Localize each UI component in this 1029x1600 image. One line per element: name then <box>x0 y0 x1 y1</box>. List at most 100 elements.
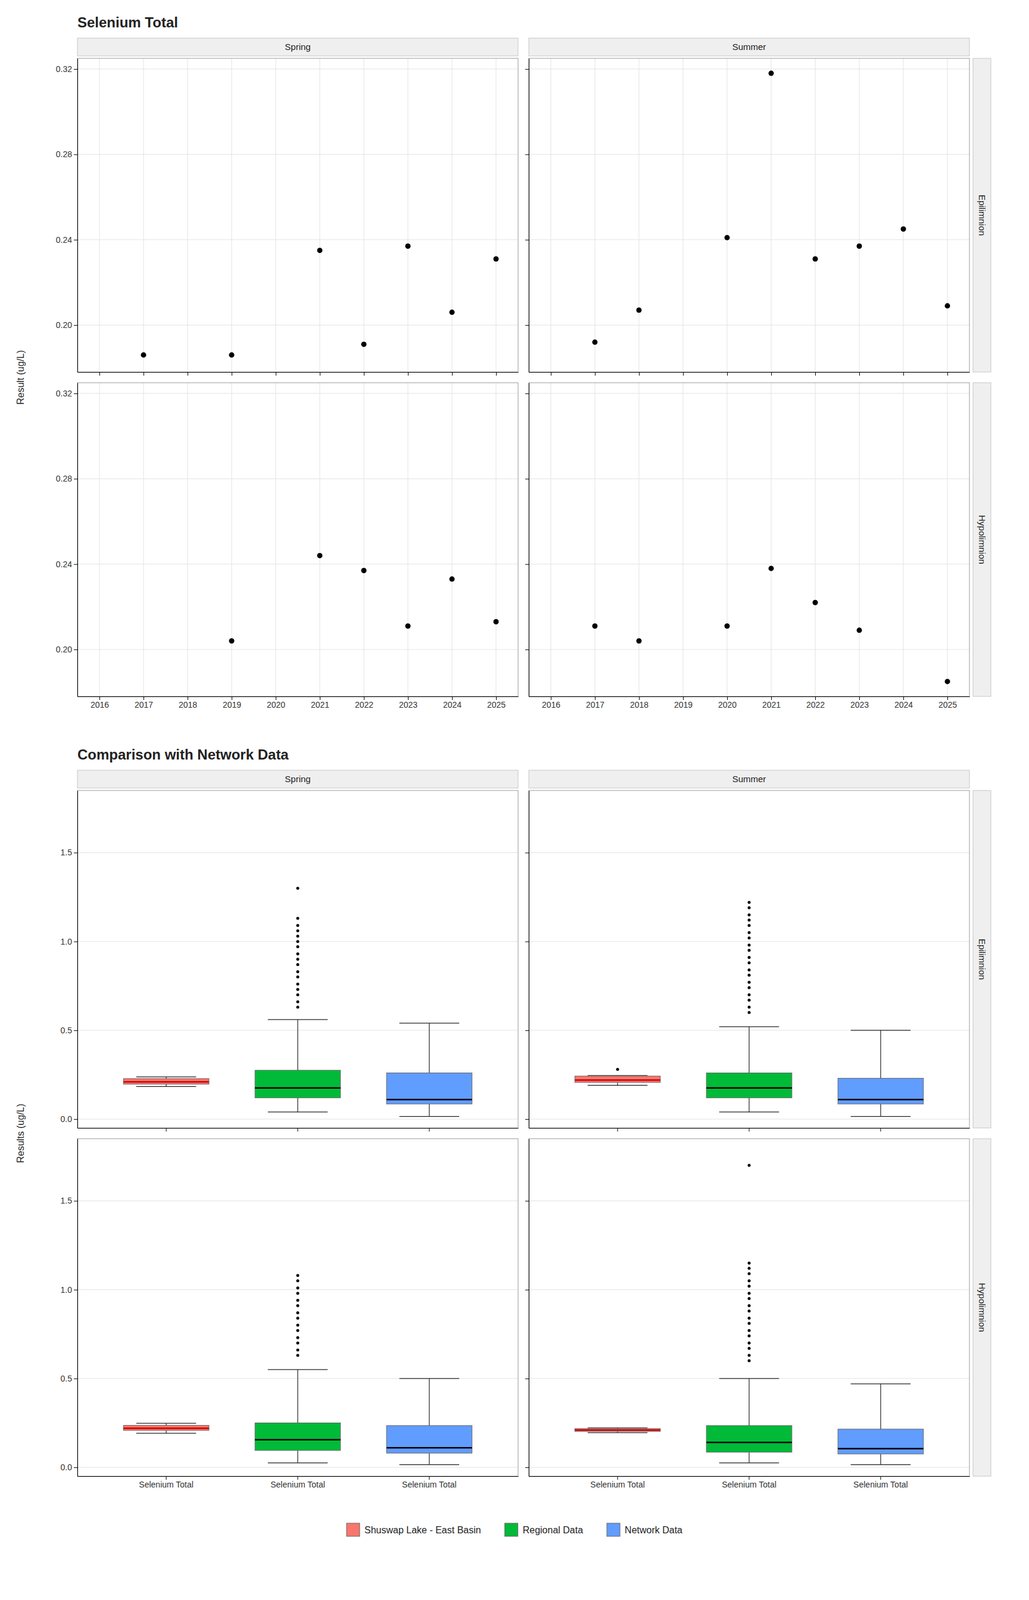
whisker-cap <box>399 1116 460 1118</box>
flier <box>747 936 751 940</box>
flier <box>747 1354 751 1358</box>
flier <box>747 986 751 990</box>
median <box>386 1447 473 1450</box>
tick <box>525 478 529 480</box>
flier <box>296 976 300 979</box>
flier <box>296 952 300 956</box>
tick-mark <box>749 1128 750 1133</box>
tick-mark <box>525 1290 529 1292</box>
tick-label: 0.24 <box>55 559 73 570</box>
grid-line <box>594 58 596 373</box>
whisker-cap <box>719 1026 780 1028</box>
tick <box>525 1119 529 1121</box>
tick: 1.5 <box>60 1196 78 1206</box>
tick: 2016 <box>541 696 561 710</box>
grid-line <box>143 58 145 373</box>
median <box>706 1087 792 1090</box>
grid-line <box>528 1378 970 1380</box>
strip <box>973 58 991 373</box>
flier <box>296 1349 300 1353</box>
tick-mark <box>550 372 552 376</box>
facet-column-label: Summer <box>732 41 767 52</box>
whisker-cap <box>399 1023 460 1024</box>
plot-frame <box>77 1139 519 1477</box>
box <box>837 1030 924 1118</box>
whisker-cap <box>267 1112 329 1113</box>
median <box>254 1087 341 1090</box>
tick-mark <box>947 372 949 376</box>
point <box>405 243 411 249</box>
box <box>574 1068 661 1086</box>
tick-mark <box>525 1467 529 1469</box>
flier <box>747 1317 751 1321</box>
whisker-cap <box>850 1383 912 1385</box>
whisker <box>297 1098 298 1113</box>
tick: 1.0 <box>60 1285 78 1296</box>
strip <box>528 38 970 56</box>
marks <box>229 553 500 644</box>
tick-label: 2019 <box>222 700 242 710</box>
strip <box>77 38 519 56</box>
tick <box>525 852 529 854</box>
flier <box>296 1336 300 1340</box>
tick: 2021 <box>762 696 781 710</box>
tick: 2019 <box>674 696 693 710</box>
whisker-cap <box>719 1112 780 1113</box>
tick-mark <box>727 372 728 376</box>
flier <box>747 974 751 978</box>
grid-line <box>363 58 365 373</box>
whisker-cap <box>399 1378 460 1380</box>
grid-line <box>903 58 904 373</box>
plot-background <box>528 58 970 373</box>
median <box>574 1429 661 1432</box>
tick <box>231 372 233 376</box>
box-body <box>706 1073 792 1099</box>
whisker <box>617 1082 619 1086</box>
tick-label: 1.0 <box>60 937 73 947</box>
point <box>724 235 731 241</box>
grid-line <box>187 58 189 373</box>
flier <box>747 924 751 928</box>
tick-label: 0.28 <box>55 474 73 484</box>
flier <box>296 983 300 987</box>
whisker <box>748 1379 750 1427</box>
tick: 0.5 <box>60 1374 78 1384</box>
point <box>768 565 775 572</box>
tick <box>525 69 529 70</box>
tick: Selenium Total <box>853 1476 909 1490</box>
facet-column-label: Spring <box>284 774 311 785</box>
flier <box>296 1286 300 1290</box>
grid <box>77 852 519 1120</box>
facet-row-label: Epilimnion <box>977 939 988 981</box>
tick-mark <box>525 393 529 395</box>
flier <box>747 1347 751 1351</box>
flier <box>296 1279 300 1283</box>
whisker <box>166 1084 167 1087</box>
tick: 0.32 <box>55 388 78 399</box>
tick-mark <box>525 649 529 651</box>
whisker-cap <box>267 1369 329 1371</box>
tick-label: 2017 <box>134 700 154 710</box>
tick <box>187 372 189 376</box>
box <box>837 1384 924 1466</box>
tick-mark <box>363 372 365 376</box>
point <box>945 303 951 309</box>
flier <box>296 1299 300 1303</box>
grid-line <box>528 941 970 943</box>
flier <box>296 940 300 944</box>
box-body <box>123 1079 210 1085</box>
tick: 2022 <box>354 696 374 710</box>
point <box>229 638 235 644</box>
legend-item: Network Data <box>606 1523 683 1537</box>
figure: Selenium TotalResult (ug/L)SpringSummerE… <box>0 0 1029 1600</box>
tick-mark <box>859 372 860 376</box>
tick-mark <box>73 1467 78 1469</box>
tick: 2016 <box>90 696 109 710</box>
point <box>317 247 323 254</box>
tick-mark <box>73 393 78 395</box>
marks <box>574 901 924 1118</box>
tick <box>525 1030 529 1032</box>
tick-mark <box>73 1030 78 1032</box>
tick <box>99 372 101 376</box>
tick-label: 2018 <box>178 700 198 710</box>
